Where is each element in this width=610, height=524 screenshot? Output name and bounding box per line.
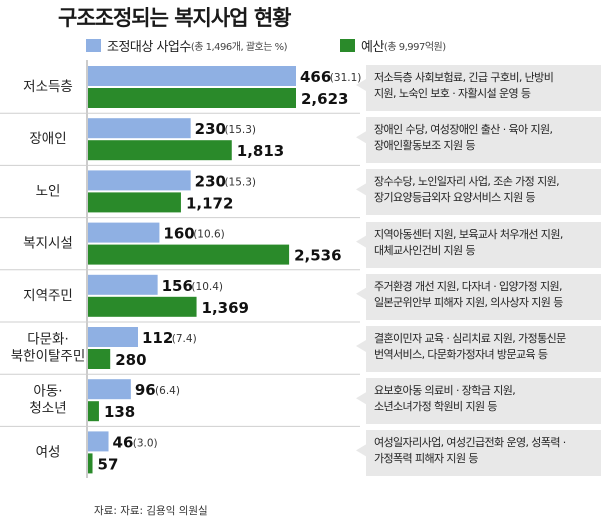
note-pointer	[356, 131, 366, 144]
legend-swatch-budget	[340, 39, 355, 52]
note-text: 주거환경 개선 지원, 다자녀 · 입양가정 지원, 일본군위안부 피해자 지원…	[374, 279, 563, 309]
bar-budget	[88, 453, 93, 474]
bar-budget	[88, 349, 111, 369]
category-label: 장애인	[29, 131, 66, 147]
category-label: 복지시설	[23, 236, 73, 252]
legend-sub-count: (총 1,496개, 괄호는 %)	[190, 42, 288, 53]
legend-item-count: 조정대상 사업수 (총 1,496개, 괄호는 %)	[86, 36, 288, 55]
note-pointer	[356, 79, 366, 91]
note-pointer	[356, 444, 366, 457]
note-text: 결혼이민자 교육 · 심리치료 지원, 가정통신문 번역서비스, 다문화가정자녀…	[374, 332, 566, 361]
bar-count	[88, 274, 158, 295]
chart-title: 구조조정되는 복지사업 현황	[58, 6, 291, 30]
data-label-budget: 57	[98, 455, 119, 473]
bar-count	[88, 118, 191, 139]
data-label-percent: (15.3)	[224, 124, 256, 136]
note-box: 지역아동센터 지원, 보육교사 처우개선 지원, 대체교사인건비 지원 등	[366, 221, 601, 268]
bar-count	[88, 379, 131, 400]
category-label: 다문화·	[27, 332, 69, 348]
bar-count	[88, 170, 191, 191]
data-label-percent: (10.6)	[193, 229, 225, 241]
data-label-budget: 1,813	[237, 142, 284, 160]
data-label-budget: 1,369	[202, 299, 249, 317]
bar-count	[88, 327, 138, 347]
bar-budget	[88, 296, 197, 317]
data-label-count: 156	[162, 277, 193, 295]
note-pointer	[356, 183, 366, 196]
data-label-count: 96	[135, 381, 156, 399]
note-box: 저소득층 사회보험료, 긴급 구호비, 난방비 지원, 노숙인 보호 · 자활시…	[366, 65, 601, 111]
bar-budget	[88, 401, 99, 422]
note-pointer	[356, 392, 366, 405]
note-text: 장수수당, 노인일자리 사업, 조손 가정 지원, 장기요양등급외자 요양서비스…	[374, 175, 560, 205]
legend-label-count: 조정대상 사업수	[107, 40, 191, 55]
note-pointer	[356, 235, 366, 248]
data-label-budget: 2,536	[294, 247, 341, 265]
data-label-count: 230	[195, 120, 226, 138]
bar-count	[88, 222, 160, 243]
note-box: 장수수당, 노인일자리 사업, 조손 가정 지원, 장기요양등급외자 요양서비스…	[366, 169, 601, 216]
bar-budget	[88, 140, 232, 161]
data-label-budget: 2,623	[301, 90, 348, 108]
note-box: 주거환경 개선 지원, 다자녀 · 입양가정 지원, 일본군위안부 피해자 지원…	[366, 273, 601, 320]
data-label-count: 46	[113, 433, 134, 451]
note-text: 여성일자리사업, 여성긴급전화 운영, 성폭력 · 가정폭력 피해자 지원 등	[374, 436, 566, 466]
note-text: 요보호아동 의료비 · 장학금 지원, 소년소녀가정 학원비 지원 등	[374, 384, 516, 414]
legend-label-budget: 예산	[361, 40, 384, 55]
data-label-percent: (10.4)	[191, 281, 223, 293]
data-label-percent: (6.4)	[155, 385, 180, 397]
note-text: 지역아동센터 지원, 보육교사 처우개선 지원, 대체교사인건비 지원 등	[374, 227, 563, 257]
note-box: 장애인 수당, 여성장애인 출산 · 육아 지원, 장애인활동보조 지원 등	[366, 117, 601, 164]
note-pointer	[356, 287, 366, 300]
source-note: 자료: 자료: 김용익 의원실	[94, 505, 208, 517]
note-box: 결혼이민자 교육 · 심리치료 지원, 가정통신문 번역서비스, 다문화가정자녀…	[366, 326, 601, 372]
legend-swatch-count	[86, 39, 101, 52]
note-text: 저소득층 사회보험료, 긴급 구호비, 난방비 지원, 노숙인 보호 · 자활시…	[374, 71, 554, 100]
legend-sub-budget: (총 9,997억원)	[383, 42, 446, 53]
data-label-budget: 280	[115, 351, 146, 369]
note-text: 장애인 수당, 여성장애인 출산 · 육아 지원, 장애인활동보조 지원 등	[374, 123, 553, 153]
note-box: 요보호아동 의료비 · 장학금 지원, 소년소녀가정 학원비 지원 등	[366, 378, 601, 425]
category-label: 여성	[36, 444, 61, 460]
category-label: 아동·	[33, 384, 62, 400]
bar-count	[88, 66, 296, 86]
bar-budget	[88, 244, 290, 265]
bar-count	[88, 431, 109, 452]
category-label: 청소년	[29, 401, 66, 417]
data-label-percent: (31.1)	[330, 72, 362, 84]
data-label-budget: 138	[104, 403, 135, 421]
category-label: 저소득층	[23, 79, 73, 95]
category-label: 북한이탈주민	[11, 349, 86, 365]
bar-budget	[88, 192, 181, 213]
data-label-count: 466	[300, 68, 331, 86]
data-label-budget: 1,172	[186, 194, 233, 212]
category-label: 지역주민	[23, 288, 73, 304]
note-pointer	[356, 340, 366, 352]
note-box: 여성일자리사업, 여성긴급전화 운영, 성폭력 · 가정폭력 피해자 지원 등	[366, 430, 601, 477]
data-label-percent: (3.0)	[133, 437, 158, 449]
bar-budget	[88, 88, 296, 108]
data-label-count: 160	[163, 225, 194, 243]
data-label-percent: (15.3)	[224, 176, 256, 188]
data-label-count: 230	[195, 172, 226, 190]
data-label-count: 112	[142, 329, 173, 347]
category-label: 노인	[36, 183, 61, 199]
data-label-percent: (7.4)	[172, 333, 197, 345]
legend-item-budget: 예산 (총 9,997억원)	[340, 36, 446, 55]
